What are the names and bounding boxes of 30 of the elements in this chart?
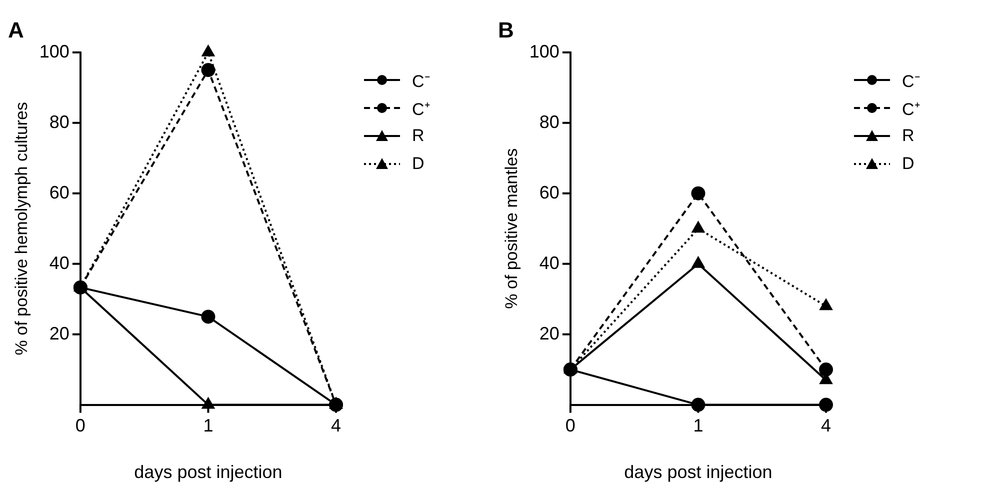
chart-title: A [8,17,24,42]
legend-label: C⁺ [902,98,920,120]
x-tick-label: 1 [203,416,214,436]
x-tick-label: 0 [565,416,576,436]
x-tick-label: 1 [693,416,704,436]
y-tick-label: 100 [39,41,70,62]
legend-label: D [902,154,914,174]
y-tick-label: 20 [539,323,560,344]
legend-label: D [412,154,424,174]
x-tick-label: 0 [75,416,86,436]
y-tick-label: 60 [539,182,560,202]
y-tick-label: 20 [49,323,70,344]
y-tick-label: 40 [539,252,560,273]
y-tick-label: 100 [529,41,560,62]
x-tick-label: 4 [820,416,832,436]
x-axis-title: days post injection [624,462,772,482]
legend-label: C⁻ [412,70,430,92]
legend-label: C⁻ [902,70,920,92]
legend-label: C⁺ [412,98,430,120]
x-tick-label: 4 [330,416,342,436]
x-axis-title: days post injection [134,462,282,482]
y-tick-label: 60 [49,182,70,202]
y-axis-title: % of positive hemolymph cultures [12,102,31,356]
y-tick-label: 40 [49,252,70,273]
y-tick-label: 80 [539,112,560,132]
y-axis-title: % of positive mantles [502,148,521,309]
legend-label: R [412,126,424,146]
chart-title: B [498,17,514,42]
legend-label: R [902,126,914,146]
y-tick-label: 80 [49,112,70,132]
